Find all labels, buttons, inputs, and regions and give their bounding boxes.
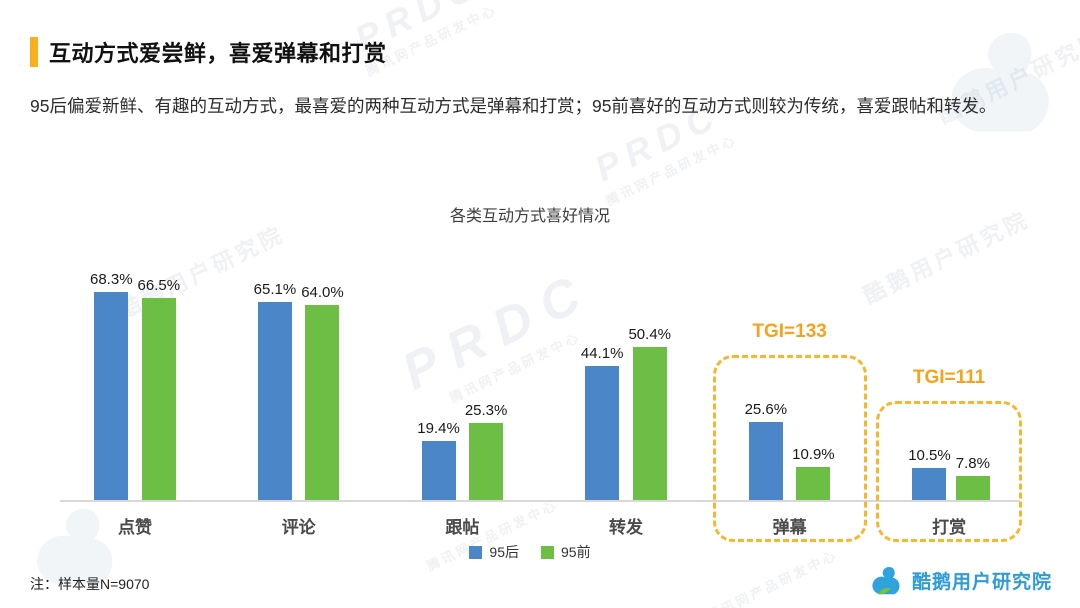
sample-size-note: 注：样本量N=9070 [30,576,150,592]
bar-value-label: 65.1% [253,281,297,298]
chart-title: 各类互动方式喜好情况 [449,208,610,225]
tgi-label: TGI=111 [912,367,986,388]
bar-group: TGI=111 10.5% 7.8% 打赏 [876,367,1022,542]
bar-group: TGI=133 25.6% 10.9% 弹幕 [712,321,867,542]
bar-group: 68.3% 66.5% 点赞 [90,271,181,537]
bar-value-label: 7.8% [955,455,990,472]
bar-value-label: 64.0% [301,284,344,301]
subtitle-text: 95后偏爱新鲜、有趣的互动方式，最喜爱的两种互动方式是弹幕和打赏；95前喜好的互… [30,96,997,116]
bar-value-label: 10.5% [908,447,951,464]
bar-95后 [94,292,129,500]
goose-logo-icon [872,566,900,595]
goose-watermark-icon [950,32,1049,132]
bar-value-label: 10.9% [792,446,835,463]
bar-chart: 68.3% 66.5% 点赞 65.1% 64.0% 评论 19.4% 25.3% 跟帖 44.1… [60,248,1022,542]
brand-logo: 酷鹅用户研究院 [868,562,1052,598]
tgi-label: TGI=133 [752,321,827,342]
brand-name: 酷鹅用户研究院 [911,571,1052,593]
category-label: 跟帖 [445,518,480,537]
legend-swatch-green [541,545,554,559]
bar-value-label: 50.4% [628,326,672,343]
bar-value-label: 66.5% [137,277,181,294]
bar-95后 [257,302,292,500]
chart-legend: 95后 95前 [0,542,1060,562]
bar-95前 [305,305,340,500]
category-label: 点赞 [118,518,153,537]
bar-95前 [141,298,176,500]
watermark-text: 腾讯网产品研发中心 [424,497,561,574]
bar-value-label: 44.1% [580,345,624,362]
bar-value-label: 25.6% [744,401,788,418]
watermark-text: 腾讯网产品研发中心 [603,131,740,209]
header: 互动方式爱尝鲜，喜爱弹幕和打赏 [30,36,387,68]
bar-group: 65.1% 64.0% 评论 [253,281,344,537]
legend-swatch-blue [469,545,483,559]
category-label: 弹幕 [772,518,807,537]
bar-value-label: 25.3% [464,402,508,419]
bar-95后 [585,366,620,500]
bar-95前 [469,423,504,500]
bar-group: 19.4% 25.3% 跟帖 [417,402,508,537]
bar-95前 [632,347,667,500]
page-title: 互动方式爱尝鲜，喜爱弹幕和打赏 [49,41,387,66]
bar-value-label: 68.3% [90,271,133,288]
title-accent-bar [30,37,38,67]
category-label: 评论 [281,518,316,537]
legend-item-95hou: 95后 [469,542,519,562]
category-label: 打赏 [932,518,967,537]
legend-item-95qian: 95前 [541,542,591,562]
bar-group: 44.1% 50.4% 转发 [580,326,672,537]
legend-label: 95前 [561,544,591,560]
bar-95前 [796,467,831,500]
bar-95前 [955,476,990,500]
bar-95后 [421,441,456,500]
watermark-prdc: 腾讯网产品研发中心 [423,494,561,574]
legend-label: 95后 [489,544,519,560]
bar-95后 [748,422,783,500]
bar-95后 [912,468,947,500]
bar-value-label: 19.4% [417,420,460,437]
category-label: 转发 [608,518,643,537]
